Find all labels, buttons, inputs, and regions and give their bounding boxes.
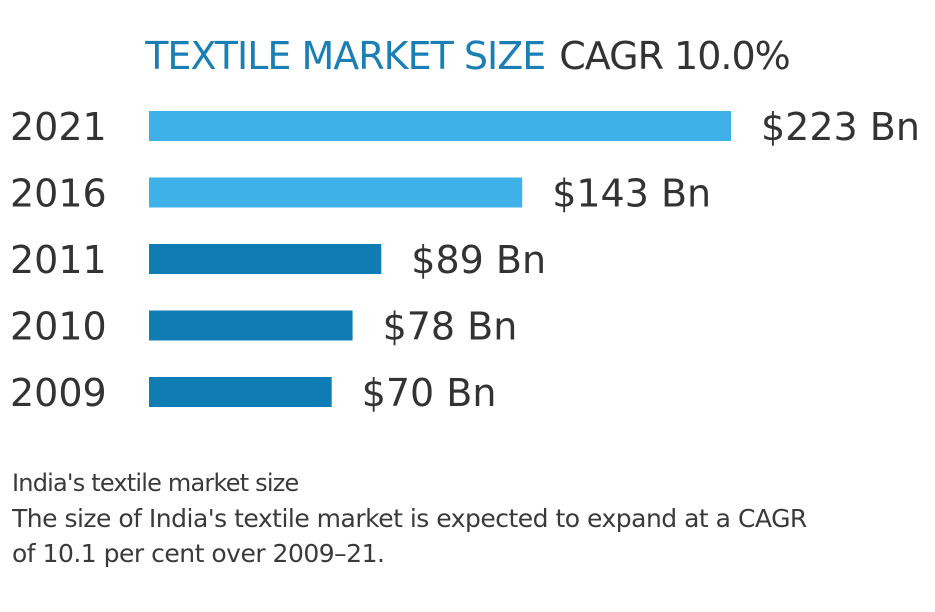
bar <box>149 177 523 208</box>
caption-text-line: The size of India's textile market is ex… <box>12 504 807 533</box>
caption: India's textile market size The size of … <box>12 466 927 571</box>
bar <box>149 377 332 407</box>
chart-title-row: TEXTILE MARKET SIZE CAGR 10.0% <box>0 30 935 82</box>
data-label: $70 Bn <box>362 371 497 415</box>
y-tick-label: 2021 <box>10 105 107 149</box>
y-tick-label: 2011 <box>10 238 107 282</box>
caption-text-line: of 10.1 per cent over 2009–21. <box>12 539 385 568</box>
cagr-label: CAGR 10.0% <box>559 34 791 78</box>
data-label: $143 Bn <box>552 172 711 216</box>
caption-title: India's textile market size <box>12 469 299 497</box>
y-tick-label: 2009 <box>10 371 107 415</box>
chart-title: TEXTILE MARKET SIZE <box>145 34 546 78</box>
y-tick-label: 2010 <box>10 305 107 349</box>
bar <box>149 244 382 274</box>
bar <box>149 111 731 141</box>
data-label: $89 Bn <box>411 238 546 282</box>
bar <box>149 310 353 341</box>
data-label: $78 Bn <box>383 305 518 349</box>
bar-chart: 2021 $223 Bn 2016 $143 Bn 2011 $89 Bn 2010 $78 … <box>10 105 920 415</box>
y-tick-label: 2016 <box>10 172 107 216</box>
data-label: $223 Bn <box>761 105 920 149</box>
